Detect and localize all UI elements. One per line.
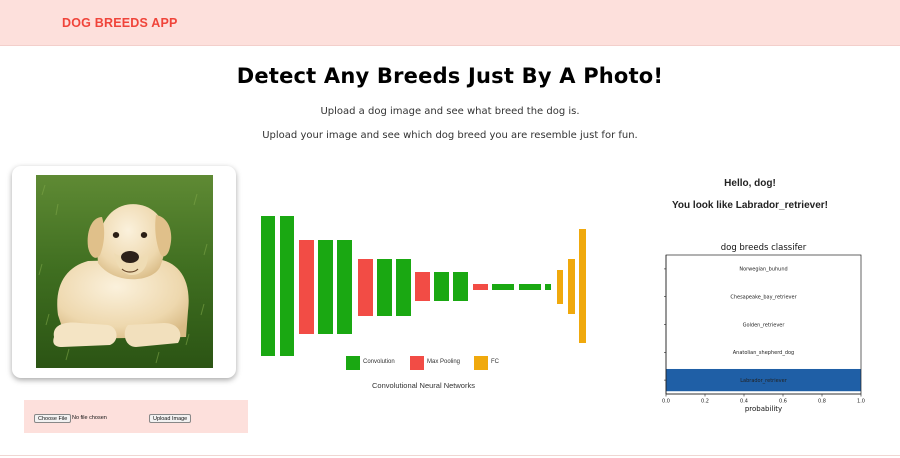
- cnn-layer: [434, 272, 449, 301]
- x-axis-label: probability: [745, 405, 782, 413]
- x-tick-label: 0.0: [662, 399, 670, 405]
- legend-label-fc: FC: [491, 359, 499, 365]
- bar-label: Chesapeake_bay_retriever: [730, 295, 797, 301]
- chart-bar: [666, 368, 861, 392]
- cnn-legend: Convolution Max Pooling FC: [346, 356, 546, 372]
- bar-label: Labrador_retriever: [740, 378, 787, 384]
- upload-image-button[interactable]: Upload Image: [149, 414, 192, 423]
- legend-swatch-max-pooling: [410, 356, 424, 370]
- cnn-layer: [358, 259, 373, 316]
- cnn-layer: [519, 284, 541, 290]
- cnn-layer: [280, 216, 294, 356]
- cnn-layer: [579, 229, 586, 343]
- result-greeting: Hello, dog!: [724, 178, 776, 189]
- page-subtitle-2: Upload your image and see which dog bree…: [262, 130, 638, 141]
- app-brand[interactable]: DOG BREEDS APP: [62, 16, 178, 30]
- cnn-layer: [337, 240, 352, 334]
- cnn-layer: [299, 240, 314, 334]
- footer-divider: [0, 455, 900, 456]
- legend-label-convolution: Convolution: [363, 359, 395, 365]
- result-prediction: You look like Labrador_retriever!: [672, 200, 828, 211]
- page-subtitle-1: Upload a dog image and see what breed th…: [320, 106, 580, 117]
- cnn-layer: [377, 259, 392, 316]
- navbar: DOG BREEDS APP: [0, 0, 900, 46]
- dog-photo-image: [36, 175, 213, 368]
- cnn-layer: [453, 272, 468, 301]
- dog-photo: [36, 175, 213, 368]
- cnn-caption: Convolutional Neural Networks: [372, 381, 475, 390]
- file-status: No file chosen: [72, 415, 107, 421]
- x-tick-label: 0.4: [740, 399, 748, 405]
- cnn-layer: [545, 284, 551, 290]
- upload-form: Choose File No file chosen Upload Image: [24, 400, 248, 433]
- x-tick-label: 0.2: [701, 399, 709, 405]
- breed-probability-chart: dog breeds classifer Norwegian_buhund Ches…: [662, 243, 865, 413]
- cnn-diagram: [261, 216, 586, 356]
- bar-label: Golden_retriever: [743, 322, 786, 328]
- page-title: Detect Any Breeds Just By A Photo!: [236, 64, 664, 88]
- cnn-layer: [318, 240, 333, 334]
- cnn-layer: [557, 270, 563, 304]
- cnn-layer: [415, 272, 430, 301]
- legend-swatch-convolution: [346, 356, 360, 370]
- x-tick-label: 1.0: [857, 399, 865, 405]
- choose-file-button[interactable]: Choose File: [34, 414, 72, 423]
- cnn-layer: [396, 259, 411, 316]
- bar-label: Anatolian_shepherd_dog: [733, 350, 795, 356]
- bar-label: Norwegian_buhund: [739, 267, 787, 273]
- cnn-layer: [473, 284, 488, 290]
- cnn-layer: [261, 216, 275, 356]
- legend-label-max-pooling: Max Pooling: [427, 359, 461, 365]
- x-tick-label: 0.6: [779, 399, 787, 405]
- cnn-layer: [492, 284, 514, 290]
- x-tick-label: 0.8: [818, 399, 826, 405]
- legend-swatch-fc: [474, 356, 488, 370]
- uploaded-photo-card: [12, 166, 236, 378]
- cnn-layer: [568, 259, 575, 314]
- chart-title: dog breeds classifer: [721, 243, 807, 253]
